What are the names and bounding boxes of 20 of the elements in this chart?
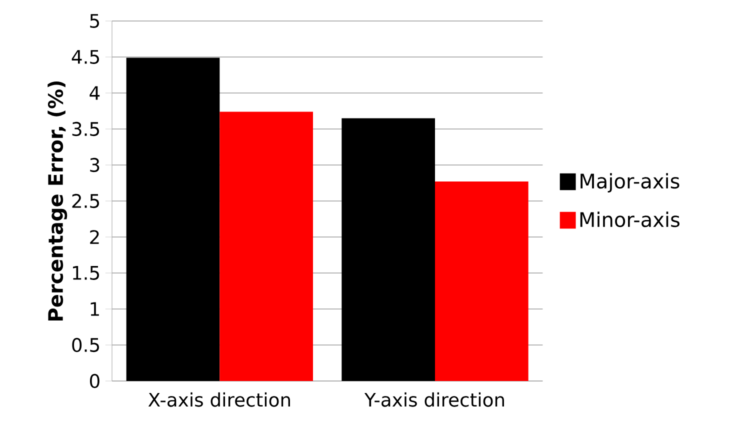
y-tick-label: 4.5 — [72, 50, 99, 64]
y-tick-label: 3.5 — [72, 122, 99, 136]
y-tick-label: 5 — [90, 14, 99, 28]
y-tick-label: 4 — [90, 86, 100, 100]
bar — [435, 182, 528, 381]
legend-label: Major-axis — [580, 173, 680, 192]
x-tick-label: X-axis direction — [148, 392, 290, 407]
y-tick-label: 0 — [90, 374, 100, 388]
y-tick-label: 1 — [90, 302, 99, 316]
y-tick-label: 2 — [90, 230, 99, 244]
bar — [126, 58, 220, 381]
bar — [342, 118, 436, 381]
y-tick-label: 1.5 — [72, 266, 99, 280]
x-tick-label: Y-axis direction — [364, 392, 504, 407]
bar — [220, 112, 314, 381]
y-tick-label: 2.5 — [72, 194, 99, 208]
y-tick-label: 3 — [90, 158, 100, 172]
y-axis-title: Percentage Error, (%) — [48, 81, 68, 320]
y-tick-label: 0.5 — [72, 338, 99, 352]
legend-label: Minor-axis — [580, 212, 680, 228]
